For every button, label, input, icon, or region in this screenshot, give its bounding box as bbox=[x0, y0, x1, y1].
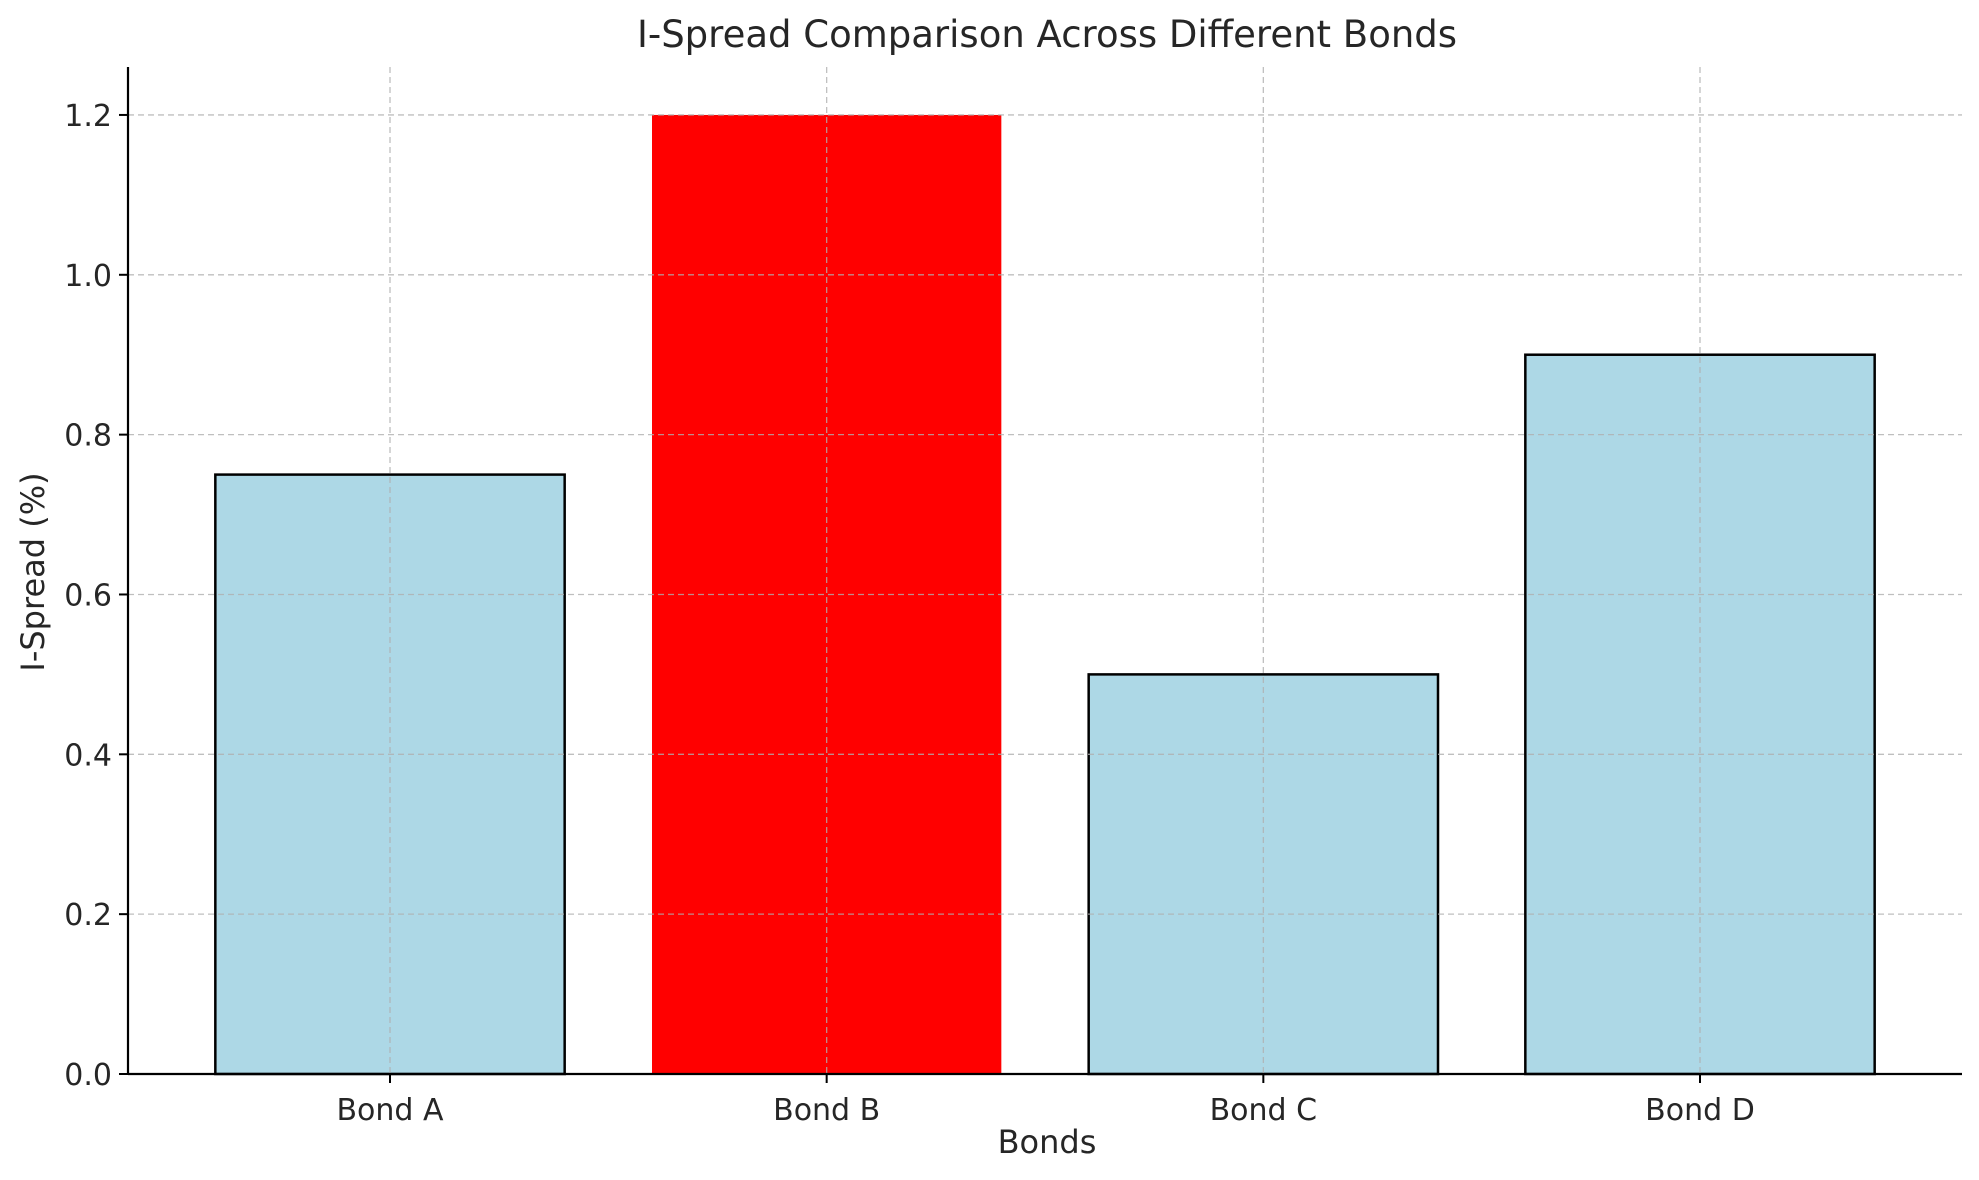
y-tick-label: 0.6 bbox=[64, 578, 112, 613]
x-tick-label: Bond C bbox=[1210, 1093, 1317, 1128]
x-tick-label: Bond B bbox=[773, 1093, 880, 1128]
bar-bond-a bbox=[214, 473, 566, 1076]
chart-title: I-Spread Comparison Across Different Bon… bbox=[637, 13, 1457, 56]
x-axis-label: Bonds bbox=[998, 1123, 1097, 1161]
x-tick-label: Bond A bbox=[336, 1093, 444, 1128]
y-tick-label: 0.8 bbox=[64, 419, 112, 454]
axes bbox=[126, 67, 1962, 1076]
y-tick-label: 0.4 bbox=[64, 738, 112, 773]
grid-lines bbox=[128, 67, 1962, 1075]
y-tick-label: 1.2 bbox=[64, 99, 112, 134]
bar-bond-c bbox=[1087, 673, 1440, 1076]
y-tick-label: 0.2 bbox=[64, 898, 112, 933]
y-tick-label: 0.0 bbox=[64, 1058, 112, 1093]
bar-bond-d bbox=[1524, 353, 1876, 1076]
bars bbox=[214, 114, 1876, 1076]
ticks: 0.0 0.2 0.4 0.6 0.8 1.0 1.2 Bond A Bond B Bond C B… bbox=[64, 99, 1755, 1128]
y-tick-label: 1.0 bbox=[64, 259, 112, 294]
y-axis-label: I-Spread (%) bbox=[14, 472, 52, 671]
x-tick-label: Bond D bbox=[1645, 1093, 1755, 1128]
